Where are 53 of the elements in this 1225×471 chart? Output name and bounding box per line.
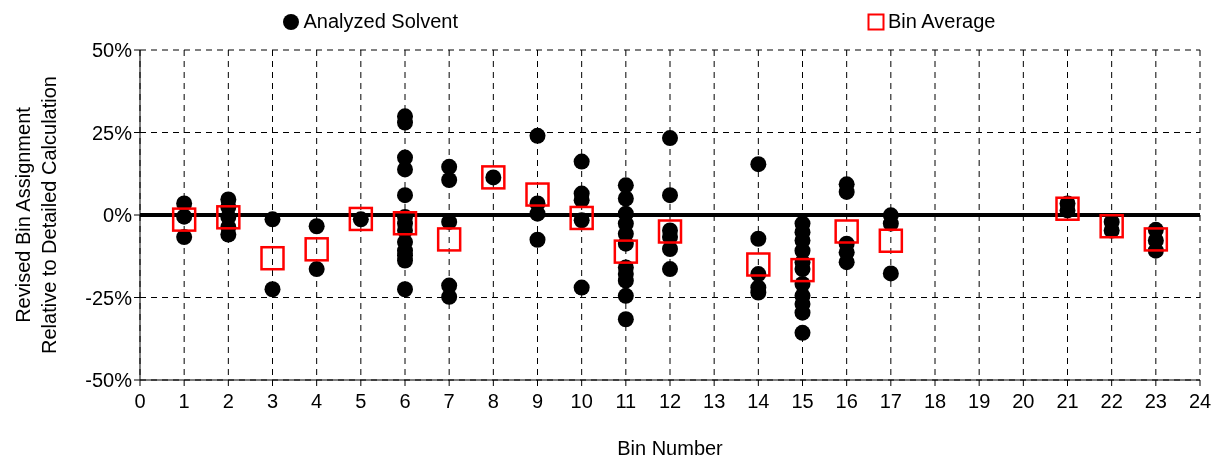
point xyxy=(657,219,683,244)
x-tick-label: 24 xyxy=(1188,390,1212,413)
x-tick-label: 20 xyxy=(1012,390,1035,413)
x-tick-label: 9 xyxy=(531,390,544,413)
x-tick-label: 17 xyxy=(879,390,902,413)
legend-label: Bin Average xyxy=(888,10,996,33)
x-tick-label: 0 xyxy=(134,390,146,413)
point xyxy=(1099,213,1124,239)
x-tick-label: 1 xyxy=(178,390,190,413)
point xyxy=(525,182,550,207)
x-tick-label: 22 xyxy=(1100,390,1123,413)
x-tick-label: 5 xyxy=(355,390,367,413)
point xyxy=(834,219,859,244)
point xyxy=(216,205,241,230)
x-axis-title: Bin Number xyxy=(617,437,724,459)
point xyxy=(171,207,197,232)
x-tick-label: 10 xyxy=(570,390,593,413)
x-tick-label: 13 xyxy=(703,390,726,413)
x-tick-label: 2 xyxy=(222,390,234,413)
x-tick-label: 8 xyxy=(487,390,499,413)
x-tick-label: 3 xyxy=(266,390,279,413)
x-tick-label: 11 xyxy=(615,390,637,413)
y-tick-label: 25% xyxy=(91,121,133,144)
x-tick-label: 12 xyxy=(658,390,682,413)
y-tick-label: 50% xyxy=(91,39,133,62)
x-tick-label: 7 xyxy=(443,390,455,413)
x-tick-label: 15 xyxy=(791,390,814,413)
point xyxy=(1055,196,1080,221)
point xyxy=(569,205,594,231)
point xyxy=(746,252,771,277)
x-tick-label: 4 xyxy=(311,390,323,413)
point xyxy=(790,257,815,283)
point xyxy=(260,245,285,271)
point xyxy=(878,228,904,253)
x-tick-label: 23 xyxy=(1144,390,1167,413)
y-tick-label: -50% xyxy=(85,369,133,392)
y-tick-label: -25% xyxy=(85,286,133,309)
point xyxy=(348,206,374,232)
point xyxy=(1143,227,1169,252)
y-tick-label: 0% xyxy=(103,204,133,227)
point xyxy=(613,239,639,264)
point xyxy=(481,165,506,190)
y-axis-title: Revised Bin Assignment Relative to Detailed Calculation xyxy=(12,76,60,354)
x-tick-label: 14 xyxy=(747,390,770,413)
x-tick-label: 6 xyxy=(399,390,411,413)
point xyxy=(304,237,329,262)
x-tick-label: 16 xyxy=(835,390,858,413)
point xyxy=(436,227,462,252)
point xyxy=(392,211,418,236)
x-tick-label: 18 xyxy=(923,390,947,413)
x-tick-label: 19 xyxy=(968,390,991,413)
legend-label: Analyzed Solvent xyxy=(303,10,459,33)
x-tick-label: 21 xyxy=(1056,390,1079,413)
